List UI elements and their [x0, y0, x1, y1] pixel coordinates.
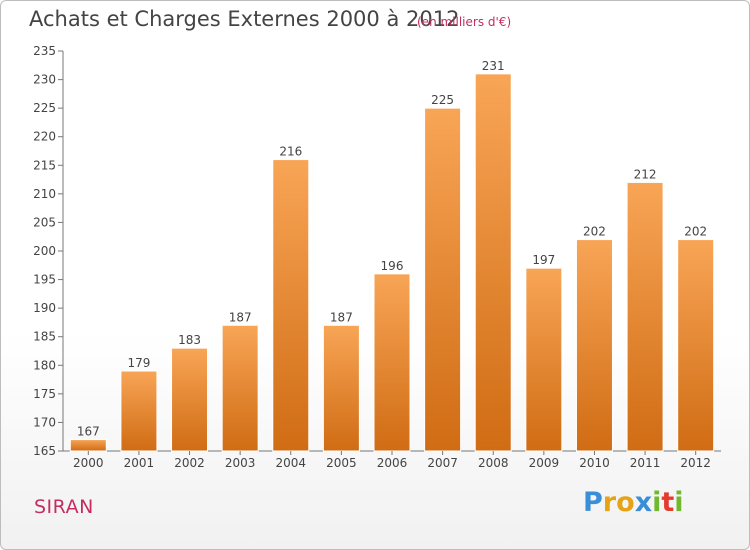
y-tick-label: 185 — [33, 330, 56, 344]
logo-letter: t — [661, 487, 675, 518]
y-tick-label: 230 — [33, 73, 56, 87]
x-tick-label-2001: 2001 — [124, 456, 155, 470]
y-tick-label: 200 — [33, 244, 56, 258]
y-tick-label: 165 — [33, 444, 56, 458]
x-tick-label-2006: 2006 — [377, 456, 408, 470]
x-tick-label-2008: 2008 — [478, 456, 509, 470]
y-tick-label: 170 — [33, 415, 56, 429]
proxiti-logo[interactable]: Proxiti — [583, 487, 684, 518]
data-label-2001: 179 — [127, 356, 150, 370]
bar-2001 — [120, 370, 158, 452]
x-tick-label-2000: 2000 — [73, 456, 104, 470]
chart-subtitle: (en milliers d'€) — [417, 15, 512, 29]
bar-2004 — [272, 159, 310, 452]
data-label-2006: 196 — [381, 259, 404, 273]
bar-2003 — [221, 324, 259, 452]
x-tick-label-2010: 2010 — [579, 456, 610, 470]
bar-2002 — [171, 347, 209, 452]
x-tick-label-2009: 2009 — [529, 456, 560, 470]
chart-title: Achats et Charges Externes 2000 à 2012 — [29, 7, 460, 31]
x-tick-label-2011: 2011 — [630, 456, 661, 470]
y-tick-label: 215 — [33, 158, 56, 172]
data-label-2008: 231 — [482, 59, 505, 73]
data-label-2010: 202 — [583, 225, 606, 239]
y-tick-label: 235 — [33, 44, 56, 58]
y-tick-label: 180 — [33, 358, 56, 372]
commune-name: SIRAN — [34, 496, 94, 518]
y-tick-label: 205 — [33, 215, 56, 229]
logo-letter: o — [616, 487, 635, 518]
data-label-2012: 202 — [684, 225, 707, 239]
logo-letter: x — [634, 487, 653, 518]
data-label-2000: 167 — [77, 425, 100, 439]
data-label-2011: 212 — [634, 167, 657, 181]
y-tick-label: 195 — [33, 273, 56, 287]
x-tick-label-2004: 2004 — [275, 456, 306, 470]
x-tick-label-2012: 2012 — [680, 456, 711, 470]
data-label-2004: 216 — [279, 145, 302, 159]
x-tick-label-2005: 2005 — [326, 456, 357, 470]
logo-letter: r — [602, 487, 617, 518]
data-label-2003: 187 — [229, 310, 252, 324]
bar-2006 — [373, 273, 411, 452]
bar-2010 — [575, 239, 613, 452]
x-tick-label-2003: 2003 — [225, 456, 256, 470]
bar-2011 — [626, 181, 664, 452]
bar-2005 — [322, 324, 360, 452]
data-label-2002: 183 — [178, 333, 201, 347]
bar-2007 — [424, 107, 462, 452]
y-tick-label: 220 — [33, 130, 56, 144]
logo-letter: i — [652, 487, 662, 518]
logo-letter: i — [674, 487, 684, 518]
data-label-2009: 197 — [532, 253, 555, 267]
bar-2012 — [677, 239, 715, 452]
x-tick-label-2007: 2007 — [427, 456, 458, 470]
bar-2008 — [474, 73, 512, 452]
x-tick-label-2002: 2002 — [174, 456, 205, 470]
logo-letter: P — [583, 487, 603, 518]
y-tick-label: 225 — [33, 101, 56, 115]
y-tick-label: 190 — [33, 301, 56, 315]
bar-2000 — [69, 439, 107, 452]
y-tick-label: 175 — [33, 387, 56, 401]
data-label-2005: 187 — [330, 310, 353, 324]
bar-2009 — [525, 267, 563, 452]
data-label-2007: 225 — [431, 93, 454, 107]
y-tick-label: 210 — [33, 187, 56, 201]
